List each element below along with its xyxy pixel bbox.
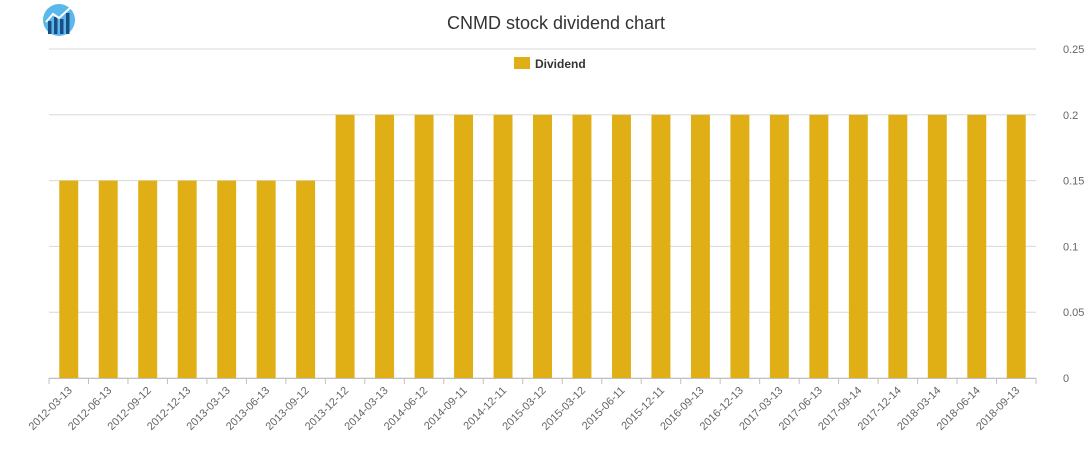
chart-title: CNMD stock dividend chart	[447, 13, 665, 33]
bar[interactable]	[769, 114, 789, 379]
bar-chart-logo-icon	[43, 4, 75, 36]
y-tick-label: 0.2	[1063, 110, 1078, 122]
bar[interactable]	[690, 114, 710, 379]
bar[interactable]	[1006, 114, 1026, 379]
legend-swatch	[514, 57, 530, 69]
bars	[59, 114, 1026, 379]
bar[interactable]	[967, 114, 987, 379]
bar[interactable]	[177, 180, 197, 378]
y-tick-label: 0.15	[1063, 176, 1084, 188]
bar[interactable]	[454, 114, 474, 379]
bar[interactable]	[848, 114, 868, 379]
bar[interactable]	[651, 114, 671, 379]
bar[interactable]	[809, 114, 829, 379]
bar[interactable]	[375, 114, 395, 379]
legend[interactable]: Dividend	[514, 57, 586, 71]
bar[interactable]	[98, 180, 118, 378]
legend-label: Dividend	[535, 57, 586, 71]
bar[interactable]	[730, 114, 750, 379]
bar[interactable]	[533, 114, 552, 379]
bar[interactable]	[296, 180, 316, 378]
bar[interactable]	[138, 180, 158, 378]
x-axis: 2012-03-132012-06-132012-09-122012-12-13…	[27, 378, 1037, 433]
bar[interactable]	[493, 114, 513, 379]
bar[interactable]	[59, 180, 79, 378]
bar[interactable]	[414, 114, 434, 379]
y-axis: 0 0.05 0.1 0.15 0.2 0.25	[1063, 44, 1084, 385]
y-tick-label: 0.25	[1063, 44, 1084, 56]
bar[interactable]	[335, 114, 355, 379]
y-tick-label: 0.05	[1063, 307, 1084, 319]
y-tick-label: 0.1	[1063, 241, 1078, 253]
bar[interactable]	[256, 180, 276, 378]
bar[interactable]	[217, 180, 237, 378]
y-tick-label: 0	[1063, 373, 1069, 385]
bar[interactable]	[611, 114, 631, 379]
bar[interactable]	[927, 114, 947, 379]
bar[interactable]	[572, 114, 592, 379]
bar[interactable]	[888, 114, 908, 379]
